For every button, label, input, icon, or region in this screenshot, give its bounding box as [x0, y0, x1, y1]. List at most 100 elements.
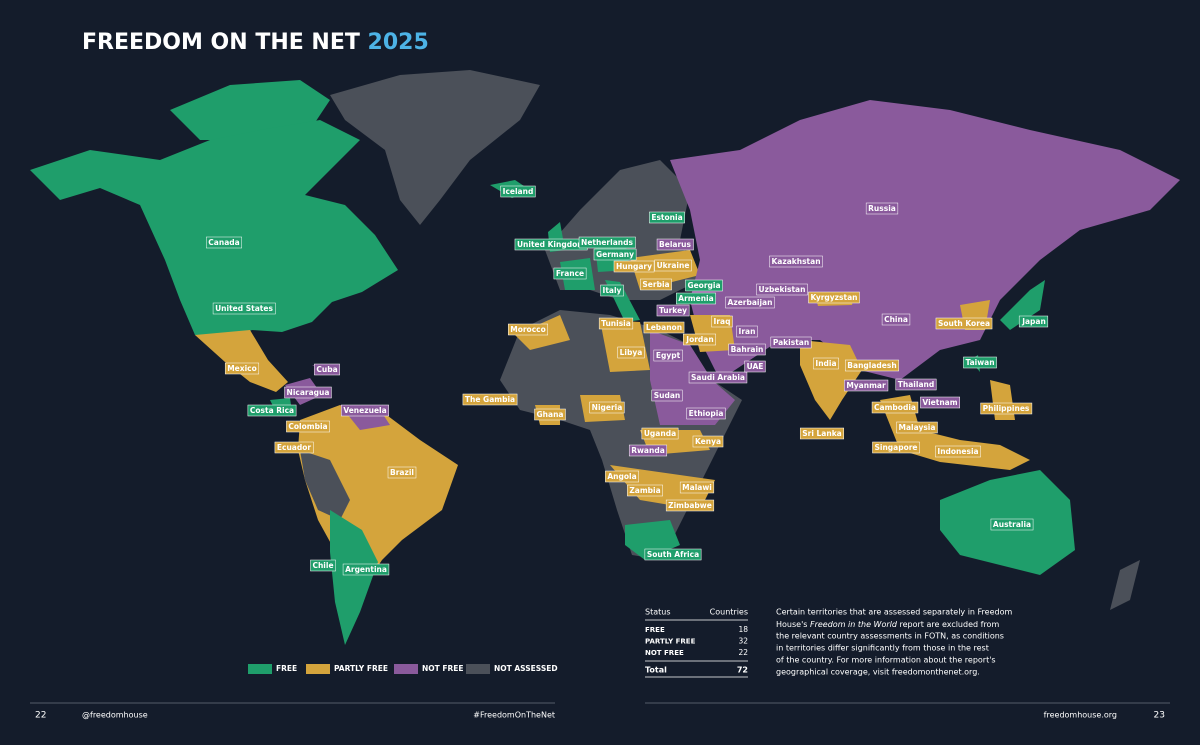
- country-label: Saudi Arabia: [691, 373, 745, 382]
- label-box: [656, 304, 690, 317]
- legend-label: PARTLY FREE: [334, 664, 388, 673]
- label-box: [649, 211, 685, 224]
- country-label: The Gambia: [465, 395, 515, 404]
- table-status: PARTLY FREE: [645, 638, 696, 646]
- country-label: Vietnam: [922, 398, 957, 407]
- country-label: Myanmar: [846, 381, 886, 390]
- label-box: [728, 343, 766, 356]
- label-box: [462, 393, 518, 406]
- label-box: [990, 518, 1034, 531]
- label-box: [676, 292, 716, 305]
- label-box: [314, 363, 340, 376]
- country-label: Taiwan: [965, 358, 994, 367]
- label-box: [963, 356, 997, 369]
- country-label: Costa Rica: [250, 406, 294, 415]
- label-box: [980, 402, 1033, 415]
- label-box: [578, 236, 636, 249]
- country-label: Hungary: [616, 262, 652, 271]
- table-header: Countries: [710, 608, 748, 617]
- label-box: [935, 445, 981, 458]
- country-label: Australia: [993, 520, 1031, 529]
- country-label: Rwanda: [631, 446, 665, 455]
- country-label: Chile: [312, 561, 333, 570]
- label-box: [534, 408, 566, 421]
- label-box: [600, 284, 624, 297]
- country-label: France: [556, 269, 584, 278]
- country-label: Malawi: [682, 483, 712, 492]
- country-label: UAE: [747, 362, 764, 371]
- label-box: [613, 260, 655, 273]
- label-box: [871, 401, 919, 414]
- country-label: Colombia: [288, 422, 327, 431]
- country-label: Indonesia: [937, 447, 978, 456]
- label-box: [881, 313, 911, 326]
- legend-swatch: [466, 664, 490, 674]
- label-box: [920, 396, 960, 409]
- country-label: Uzbekistan: [759, 285, 806, 294]
- label-box: [683, 333, 716, 346]
- label-box: [644, 548, 702, 561]
- label-box: [500, 185, 536, 198]
- label-box: [845, 359, 899, 372]
- legend-label: FREE: [276, 664, 297, 673]
- label-box: [212, 302, 276, 315]
- label-box: [641, 427, 679, 440]
- country-label: South Korea: [938, 319, 990, 328]
- note-line: House's Freedom in the World report are …: [776, 620, 999, 629]
- country-label: Ethiopia: [689, 409, 724, 418]
- table-status: NOT FREE: [645, 649, 684, 657]
- country-label: Singapore: [874, 443, 917, 452]
- label-box: [769, 255, 823, 268]
- country-label: Nigeria: [592, 403, 623, 412]
- country-label: Lebanon: [646, 323, 682, 332]
- country-label: United Kingdom: [517, 240, 585, 249]
- country-label: Zambia: [629, 486, 660, 495]
- label-box: [310, 559, 336, 572]
- country-label: Kenya: [695, 437, 721, 446]
- note-text: report are excluded from: [897, 620, 1000, 629]
- label-box: [341, 404, 389, 417]
- country-label: Azerbaijan: [728, 298, 773, 307]
- label-box: [688, 371, 748, 384]
- footer-handle: @freedomhouse: [82, 711, 148, 720]
- label-box: [617, 346, 645, 359]
- label-box: [692, 435, 724, 448]
- label-box: [247, 404, 297, 417]
- country-label: Bangladesh: [847, 361, 896, 370]
- label-box: [813, 357, 839, 370]
- country-label: Iran: [739, 327, 756, 336]
- label-box: [598, 317, 634, 330]
- label-box: [653, 349, 683, 362]
- label-box: [865, 202, 899, 215]
- label-box: [935, 317, 993, 330]
- country-label: Brazil: [390, 468, 414, 477]
- country-label: India: [815, 359, 836, 368]
- country-label: Libya: [620, 348, 643, 357]
- label-box: [656, 238, 694, 251]
- country-label: Ecuador: [277, 443, 311, 452]
- country-label: Angola: [607, 472, 636, 481]
- country-label: Turkey: [659, 306, 687, 315]
- country-label: Egypt: [656, 351, 681, 360]
- country-label: Serbia: [642, 280, 669, 289]
- country-label: Mexico: [227, 364, 257, 373]
- country-label: Germany: [596, 250, 634, 259]
- title-text: FREEDOM ON THE NET: [82, 30, 360, 55]
- country-label: United States: [215, 304, 273, 313]
- label-box: [284, 386, 332, 399]
- footer-hashtag: #FreedomOnTheNet: [473, 711, 555, 720]
- label-box: [679, 481, 715, 494]
- note-italic: Freedom in the World: [810, 620, 898, 629]
- legend-label: NOT ASSESSED: [494, 664, 558, 673]
- country-label: Iceland: [503, 187, 534, 196]
- legend-swatch: [306, 664, 330, 674]
- table-count: 18: [738, 625, 748, 634]
- country-label: China: [884, 315, 908, 324]
- country-label: Bahrain: [731, 345, 764, 354]
- legend-label: NOT FREE: [422, 664, 464, 673]
- country-label: Argentina: [345, 565, 387, 574]
- country-label: Malaysia: [899, 423, 936, 432]
- label-box: [808, 291, 860, 304]
- country-label: Georgia: [687, 281, 720, 290]
- label-box: [206, 236, 242, 249]
